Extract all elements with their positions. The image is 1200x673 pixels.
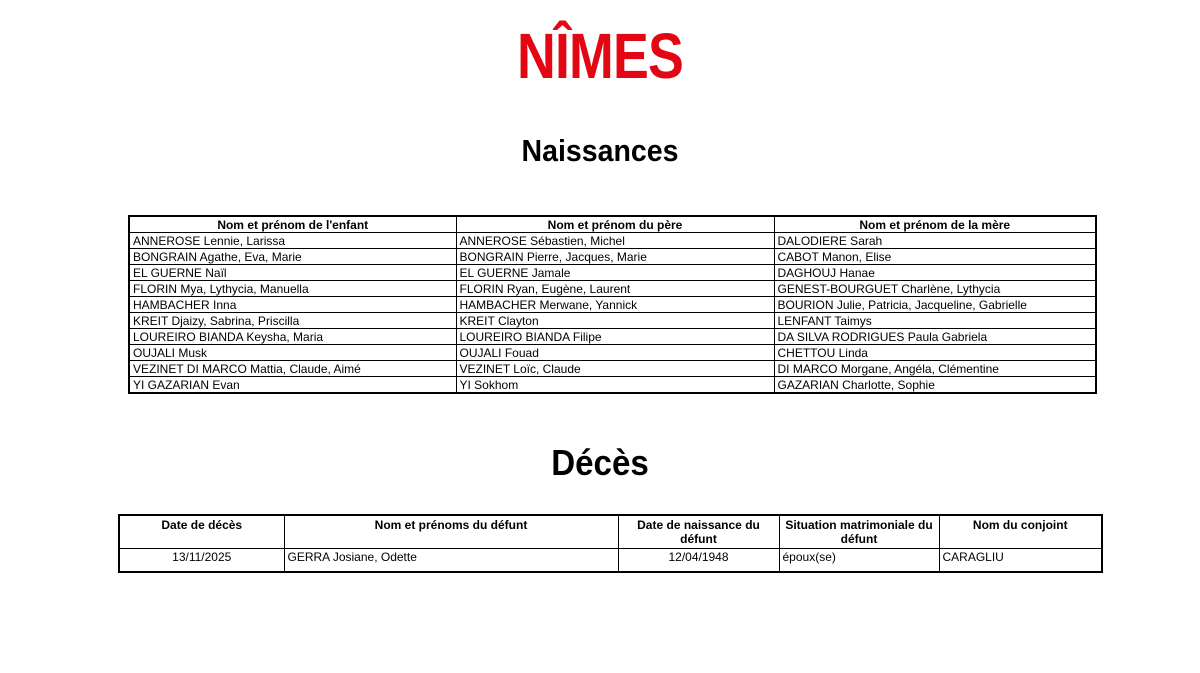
table-cell: BOURION Julie, Patricia, Jacqueline, Gab…: [773, 296, 1097, 313]
table-cell: FLORIN Mya, Lythycia, Manuella: [128, 280, 457, 297]
table-cell: EL GUERNE Jamale: [455, 264, 775, 281]
naissances-table-body: ANNEROSE Lennie, Larissa ANNEROSE Sébasti…: [128, 232, 1097, 394]
table-row: 13/11/2025 GERRA Josiane, Odette 12/04/194…: [118, 548, 1103, 573]
deces-table: Date de décès Nom et prénoms du défunt Dat…: [118, 514, 1103, 573]
table-cell: YI GAZARIAN Evan: [128, 376, 457, 394]
table-row: ANNEROSE Lennie, Larissa ANNEROSE Sébasti…: [128, 232, 1097, 249]
table-cell: EL GUERNE Naïl: [128, 264, 457, 281]
table-cell: ANNEROSE Lennie, Larissa: [128, 232, 457, 249]
table-row: VEZINET DI MARCO Mattia, Claude, Aimé VEZ…: [128, 360, 1097, 377]
table-cell: ANNEROSE Sébastien, Michel: [455, 232, 775, 249]
table-cell: LOUREIRO BIANDA Keysha, Maria: [128, 328, 457, 345]
column-header: Nom du conjoint: [938, 514, 1103, 549]
table-cell: CABOT Manon, Elise: [773, 248, 1097, 265]
table-row: FLORIN Mya, Lythycia, Manuella FLORIN Rya…: [128, 280, 1097, 297]
table-cell: GAZARIAN Charlotte, Sophie: [773, 376, 1097, 394]
deces-header-row: Date de décès Nom et prénoms du défunt Dat…: [118, 514, 1103, 549]
table-cell: KREIT Djaizy, Sabrina, Priscilla: [128, 312, 457, 329]
naissances-header-row: Nom et prénom de l'enfant Nom et prénom d…: [128, 215, 1097, 233]
column-header: Nom et prénoms du défunt: [283, 514, 619, 549]
table-cell: 13/11/2025: [118, 548, 285, 573]
column-header: Nom et prénom de l'enfant: [128, 215, 457, 233]
column-header: Date de naissance du défunt: [617, 514, 780, 549]
table-cell: OUJALI Fouad: [455, 344, 775, 361]
table-cell: 12/04/1948: [617, 548, 780, 573]
naissances-title: Naissances: [521, 133, 679, 168]
deces-title: Décès: [551, 442, 649, 483]
table-row: KREIT Djaizy, Sabrina, Priscilla KREIT Cl…: [128, 312, 1097, 329]
column-header: Nom et prénom de la mère: [773, 215, 1097, 233]
table-cell: VEZINET DI MARCO Mattia, Claude, Aimé: [128, 360, 457, 377]
table-row: HAMBACHER Inna HAMBACHER Merwane, Yannick…: [128, 296, 1097, 313]
table-cell: FLORIN Ryan, Eugène, Laurent: [455, 280, 775, 297]
deces-table-body: 13/11/2025 GERRA Josiane, Odette 12/04/194…: [118, 548, 1103, 573]
page-header: NÎMES: [0, 22, 1200, 90]
column-header: Nom et prénom du père: [455, 215, 775, 233]
table-cell: YI Sokhom: [455, 376, 775, 394]
table-cell: BONGRAIN Agathe, Eva, Marie: [128, 248, 457, 265]
table-cell: GERRA Josiane, Odette: [283, 548, 619, 573]
naissances-section: Naissances Nom et prénom de l'enfant Nom …: [0, 134, 1200, 394]
table-cell: CHETTOU Linda: [773, 344, 1097, 361]
table-cell: VEZINET Loïc, Claude: [455, 360, 775, 377]
table-cell: GENEST-BOURGUET Charlène, Lythycia: [773, 280, 1097, 297]
table-cell: KREIT Clayton: [455, 312, 775, 329]
table-row: LOUREIRO BIANDA Keysha, Maria LOUREIRO BI…: [128, 328, 1097, 345]
naissances-table: Nom et prénom de l'enfant Nom et prénom d…: [128, 215, 1097, 394]
table-cell: OUJALI Musk: [128, 344, 457, 361]
table-cell: DALODIERE Sarah: [773, 232, 1097, 249]
table-row: BONGRAIN Agathe, Eva, Marie BONGRAIN Pier…: [128, 248, 1097, 265]
table-cell: LOUREIRO BIANDA Filipe: [455, 328, 775, 345]
table-cell: DI MARCO Morgane, Angéla, Clémentine: [773, 360, 1097, 377]
city-logo: NÎMES: [516, 20, 684, 92]
table-cell: BONGRAIN Pierre, Jacques, Marie: [455, 248, 775, 265]
table-row: OUJALI Musk OUJALI Fouad CHETTOU Linda: [128, 344, 1097, 361]
table-cell: CARAGLIU: [938, 548, 1103, 573]
table-cell: HAMBACHER Merwane, Yannick: [455, 296, 775, 313]
table-cell: époux(se): [778, 548, 940, 573]
table-cell: LENFANT Taimys: [773, 312, 1097, 329]
table-row: EL GUERNE Naïl EL GUERNE Jamale DAGHOUJ Ha…: [128, 264, 1097, 281]
table-cell: DAGHOUJ Hanae: [773, 264, 1097, 281]
column-header: Date de décès: [118, 514, 285, 549]
table-cell: HAMBACHER Inna: [128, 296, 457, 313]
column-header: Situation matrimoniale du défunt: [778, 514, 940, 549]
table-row: YI GAZARIAN Evan YI Sokhom GAZARIAN Charlo…: [128, 376, 1097, 394]
table-cell: DA SILVA RODRIGUES Paula Gabriela: [773, 328, 1097, 345]
deces-section: Décès Date de décès Nom et prénoms du déf…: [0, 443, 1200, 573]
